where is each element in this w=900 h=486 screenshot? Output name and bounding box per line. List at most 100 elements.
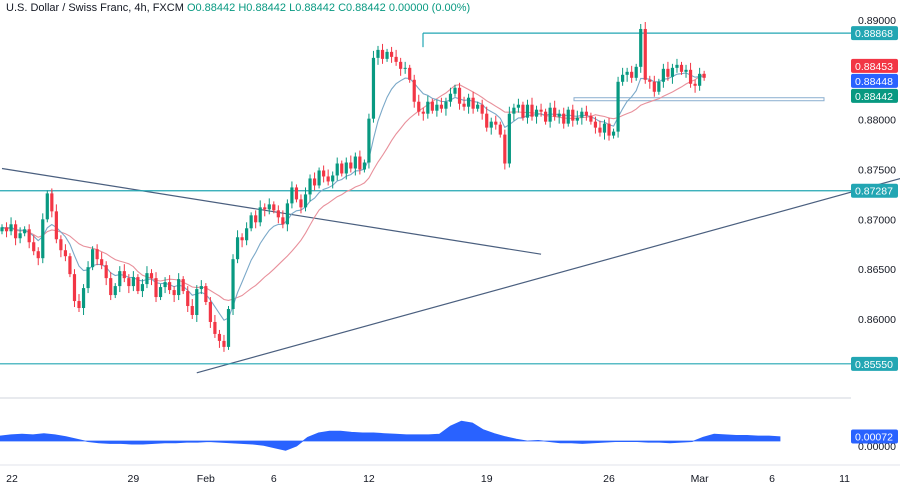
candle-body — [272, 204, 276, 211]
slow-moving-average — [1, 73, 705, 301]
candle-body — [349, 162, 353, 169]
candle-body — [322, 170, 326, 177]
candle-body — [177, 279, 181, 296]
candle-body — [4, 227, 9, 232]
candle-body — [13, 224, 18, 239]
level-tag-text: 0.87287 — [855, 186, 893, 198]
candle-body — [453, 87, 457, 94]
candle-body — [340, 163, 344, 174]
candle-body — [326, 176, 330, 182]
candle-body — [204, 286, 208, 303]
candle-body — [199, 286, 203, 290]
level-tag-text: 0.85550 — [855, 359, 893, 371]
candle-body — [408, 67, 412, 80]
candle-body — [389, 51, 394, 57]
candle-body — [598, 127, 602, 133]
candle-body — [195, 289, 199, 315]
candle-body — [113, 286, 117, 296]
candle-body — [86, 267, 90, 289]
price-tag: 0.88448 — [851, 73, 898, 88]
candle-body — [670, 67, 675, 77]
candle-body — [299, 199, 303, 208]
candle-body — [312, 178, 317, 186]
candle-body — [693, 83, 697, 86]
time-tick-label: Feb — [197, 473, 215, 485]
candle-body — [127, 278, 131, 287]
price-tick-label: 0.86000 — [858, 314, 896, 326]
candle-body — [630, 71, 634, 78]
time-tick-label: 26 — [603, 473, 615, 485]
candle-body — [539, 109, 543, 112]
candle-body — [335, 163, 339, 176]
candle-body — [521, 104, 525, 118]
candle-body — [235, 237, 240, 260]
indicator-tag: 0.00072 — [851, 429, 898, 444]
candle-body — [122, 271, 126, 279]
candle-body — [621, 74, 625, 82]
high-value: H0.88442 — [238, 2, 287, 14]
candle-body — [190, 306, 194, 315]
candle-body — [498, 124, 502, 135]
candle-body — [154, 278, 158, 298]
candle-body — [525, 104, 530, 118]
candle-body — [648, 79, 652, 82]
candle-body — [403, 67, 407, 69]
level-tag: 0.87287 — [851, 183, 898, 198]
time-tick-label: 12 — [363, 473, 375, 485]
candle-body — [9, 224, 13, 232]
candle-body — [41, 219, 45, 259]
symbol-label: U.S. Dollar / Swiss Franc, 4h, FXCM — [6, 2, 184, 14]
time-tick-label: 11 — [839, 473, 850, 485]
candle-body — [285, 203, 289, 225]
price-tag-bg — [851, 88, 898, 103]
candle-body — [168, 282, 172, 291]
candle-body — [45, 193, 49, 220]
candle-body — [353, 156, 357, 169]
candle-body — [652, 81, 656, 92]
candle-body — [240, 237, 244, 241]
price-tag-bg — [851, 73, 898, 88]
candle-body — [276, 210, 280, 218]
candle-body — [380, 49, 385, 59]
price-tick-label: 0.87500 — [858, 164, 896, 176]
candle-body — [494, 121, 498, 125]
candle-body — [593, 121, 598, 128]
candle-body — [245, 228, 249, 241]
candle-body — [435, 104, 439, 111]
level-tag-bg — [851, 183, 898, 198]
candle-body — [294, 187, 299, 200]
candle-body — [77, 301, 81, 309]
candle-body — [36, 251, 40, 259]
candle-body — [258, 207, 262, 223]
candle-body — [489, 121, 493, 128]
candle-body — [254, 215, 258, 223]
candle-body — [471, 97, 475, 109]
candle-body — [462, 103, 466, 107]
candle-body — [362, 162, 366, 170]
candle-body — [59, 239, 63, 251]
candle-body — [516, 104, 521, 108]
indicator-zero-tick: 0.00000 — [858, 441, 896, 453]
candle-body — [666, 68, 670, 77]
candle-body — [308, 178, 312, 195]
candle-body — [448, 93, 453, 102]
candle-body — [575, 117, 579, 121]
candle-body — [72, 274, 77, 302]
candle-body — [698, 73, 702, 86]
candle-body — [149, 273, 154, 279]
price-tag: 0.88442 — [851, 88, 898, 103]
candle-body — [267, 204, 271, 210]
candle-body — [507, 113, 511, 164]
indicator-tag-bg — [851, 429, 898, 444]
candle-body — [457, 87, 462, 104]
candle-body — [50, 193, 54, 212]
candle-body — [476, 104, 480, 109]
candle-body — [27, 229, 31, 243]
candle-body — [602, 123, 607, 133]
candle-body — [186, 291, 190, 307]
candle-body — [485, 113, 489, 128]
candle-body — [466, 97, 471, 107]
candle-body — [63, 250, 68, 257]
candle-body — [661, 68, 665, 82]
